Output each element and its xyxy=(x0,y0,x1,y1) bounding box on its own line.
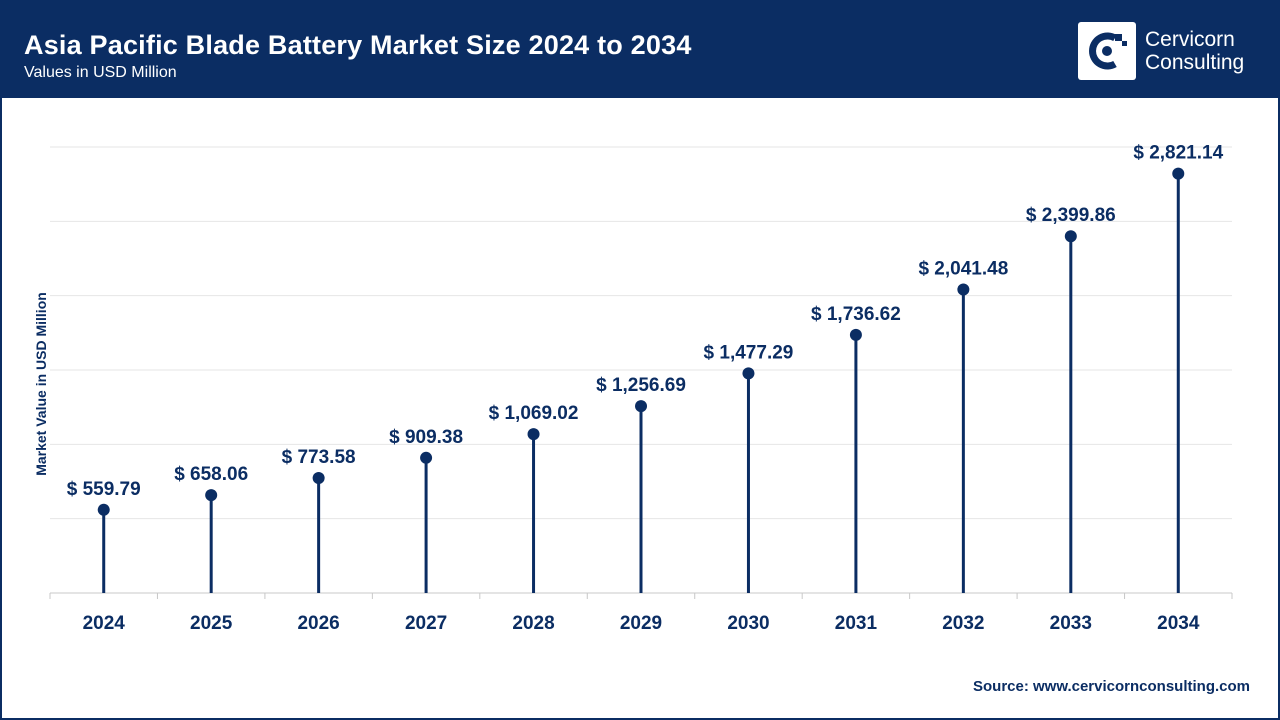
data-label: $ 773.58 xyxy=(282,447,356,468)
data-label: $ 2,399.86 xyxy=(1026,205,1116,226)
chart-title: Asia Pacific Blade Battery Market Size 2… xyxy=(24,30,692,60)
data-label: $ 658.06 xyxy=(174,464,248,485)
lollipop-point xyxy=(742,367,755,380)
lollipop-point xyxy=(957,283,970,296)
x-tick-label: 2026 xyxy=(297,613,339,634)
x-tick-label: 2033 xyxy=(1050,613,1092,634)
x-tick-label: 2031 xyxy=(835,613,878,634)
data-label: $ 1,256.69 xyxy=(596,375,686,396)
x-tick-label: 2030 xyxy=(727,613,769,634)
y-axis-label: Market Value in USD Million xyxy=(33,292,49,476)
lollipop-point xyxy=(527,428,540,441)
x-tick-label: 2028 xyxy=(512,613,554,634)
lollipop-point xyxy=(312,471,325,484)
x-tick-label: 2034 xyxy=(1157,613,1200,634)
data-label: $ 1,477.29 xyxy=(704,342,794,363)
x-tick-label: 2024 xyxy=(83,613,126,634)
data-label: $ 909.38 xyxy=(389,427,463,448)
source-note: Source: www.cervicornconsulting.com xyxy=(972,678,1250,695)
lollipop-point xyxy=(635,400,647,413)
lollipop-point xyxy=(1064,230,1077,243)
x-tick-label: 2027 xyxy=(405,613,447,634)
chart-subtitle: Values in USD Million xyxy=(24,64,177,81)
lollipop-point xyxy=(1172,167,1185,180)
cervicorn-logo-icon xyxy=(1078,22,1136,80)
logo-line-2: Consulting xyxy=(1145,51,1245,74)
data-label: $ 2,821.14 xyxy=(1133,143,1223,164)
lollipop-point xyxy=(420,451,433,464)
data-label: $ 1,736.62 xyxy=(811,304,901,325)
data-label: $ 1,069.02 xyxy=(489,403,579,424)
brand-logo: Cervicorn Consulting xyxy=(1078,22,1244,80)
data-label: $ 2,041.48 xyxy=(918,258,1008,279)
lollipop-point xyxy=(849,328,862,341)
lollipop-point xyxy=(97,503,110,516)
logo-text: Cervicorn Consulting xyxy=(1145,28,1244,74)
x-tick-label: 2029 xyxy=(620,613,662,634)
logo-line-1: Cervicorn xyxy=(1145,28,1235,51)
header-bar: Asia Pacific Blade Battery Market Size 2… xyxy=(2,2,1278,98)
data-label: $ 559.79 xyxy=(67,479,141,500)
x-tick-label: 2032 xyxy=(942,613,984,634)
x-tick-label: 2025 xyxy=(190,613,233,634)
lollipop-point xyxy=(205,489,218,502)
